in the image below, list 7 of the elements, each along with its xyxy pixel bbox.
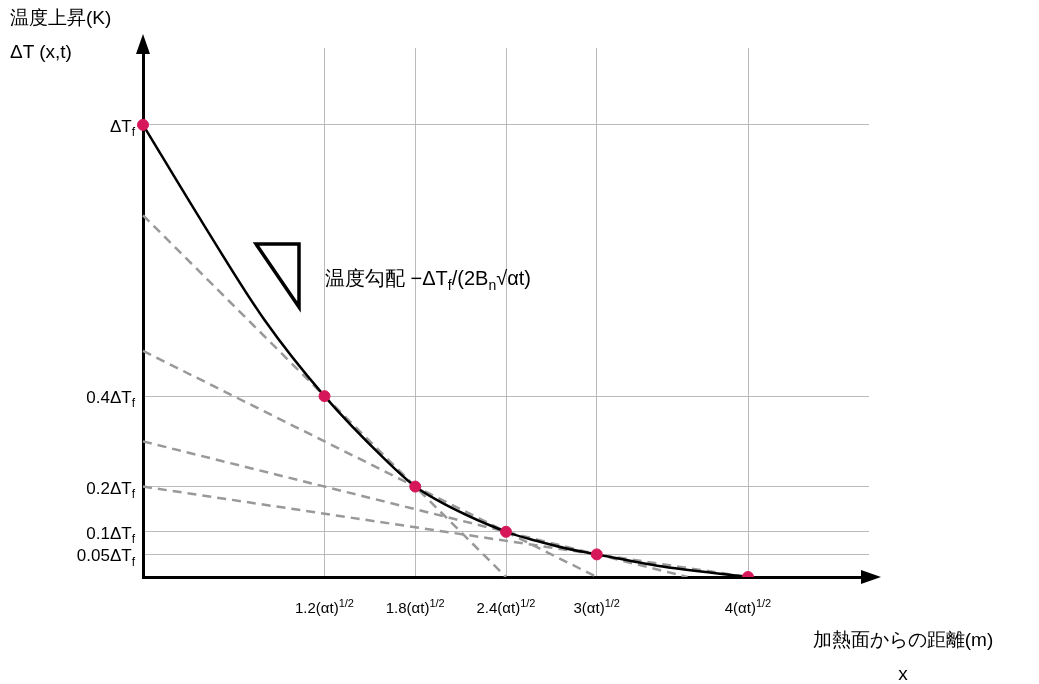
- y-axis-title: 温度上昇(K) ΔT (x,t): [10, 7, 112, 62]
- point: [409, 480, 422, 493]
- point: [590, 548, 603, 561]
- point: [318, 390, 331, 403]
- point: [500, 525, 512, 538]
- point: [137, 118, 149, 131]
- x-axis-title: 加熱面からの距離(m) x: [812, 629, 994, 684]
